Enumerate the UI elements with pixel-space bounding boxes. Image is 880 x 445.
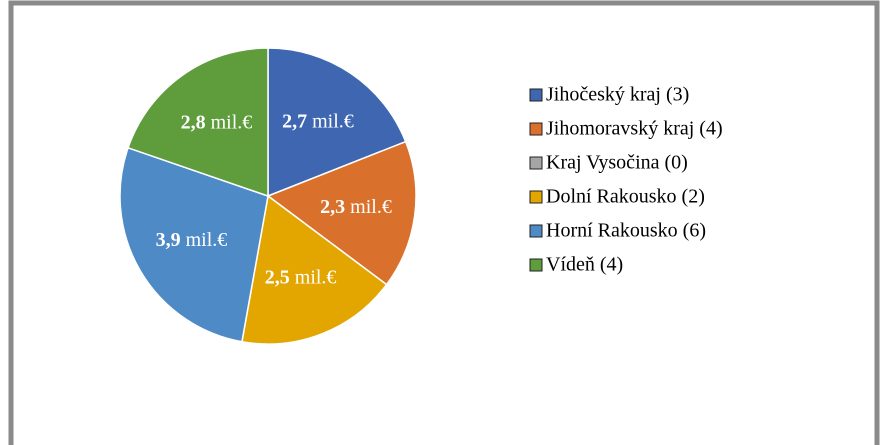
legend-label: Vídeň (4) (546, 254, 623, 276)
pie-slice (127, 47, 269, 198)
frame (8, 0, 880, 445)
legend-swatch (529, 258, 543, 272)
data-label: 2,5 mil.€ (265, 266, 337, 288)
legend-label: Kraj Vysočina (0) (546, 152, 688, 174)
pie-slice (267, 47, 407, 198)
data-label: 3,9 mil.€ (156, 229, 228, 251)
pie-slice (119, 146, 269, 343)
legend-label: Jihomoravský kraj (4) (546, 118, 723, 140)
legend-swatch (529, 156, 543, 170)
data-label: 2,7 mil.€ (282, 110, 354, 132)
legend-swatch (529, 224, 543, 238)
legend-label: Horní Rakousko (6) (546, 220, 706, 242)
data-label: 2,3 mil.€ (320, 195, 392, 217)
legend-swatch (529, 190, 543, 204)
legend-label: Dolní Rakousko (2) (546, 186, 705, 208)
pie-slice (266, 140, 417, 286)
pie-slice (241, 194, 388, 345)
legend-swatch (529, 88, 543, 102)
legend-label: Jihočeský kraj (3) (546, 84, 689, 106)
data-label: 2,8 mil.€ (181, 111, 253, 133)
legend-swatch (529, 122, 543, 136)
